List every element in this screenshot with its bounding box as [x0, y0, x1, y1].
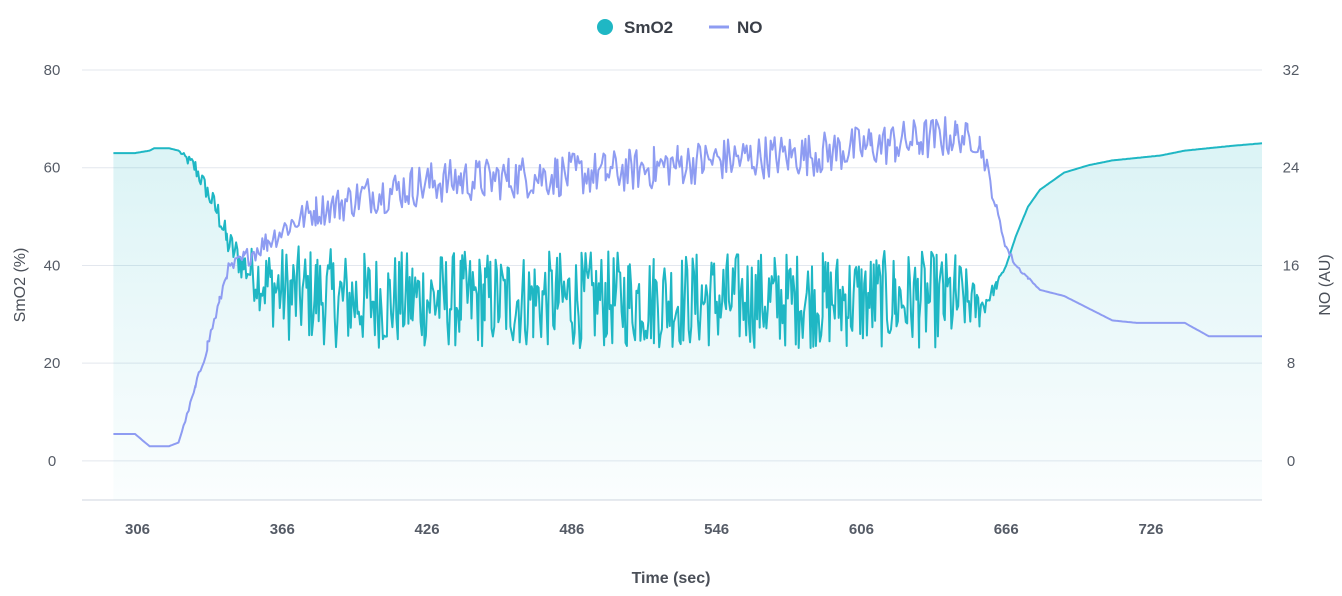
right-y-tick-label: 8: [1287, 355, 1295, 372]
legend-smo2-marker: [597, 19, 613, 35]
x-tick-label: 726: [1138, 521, 1163, 538]
left-y-tick-label: 60: [44, 160, 61, 177]
x-tick-label: 426: [415, 521, 440, 538]
right-y-tick-label: 24: [1283, 160, 1300, 177]
right-y-axis-ticks: 32 24 16 8 0: [1283, 62, 1300, 470]
series-lines: [113, 116, 1263, 448]
left-y-tick-label: 0: [48, 453, 56, 470]
x-tick-label: 486: [559, 521, 584, 538]
x-tick-label: 546: [704, 521, 729, 538]
left-y-tick-label: 40: [44, 257, 61, 274]
x-tick-label: 306: [125, 521, 150, 538]
x-tick-label: 606: [849, 521, 874, 538]
legend[interactable]: SmO2 NO: [597, 18, 763, 37]
left-y-tick-label: 80: [44, 62, 61, 79]
x-tick-label: 666: [994, 521, 1019, 538]
x-tick-label: 366: [270, 521, 295, 538]
x-axis-title: Time (sec): [632, 570, 711, 587]
right-y-tick-label: 0: [1287, 453, 1295, 470]
series-line-smo2: [113, 142, 1263, 350]
right-y-axis-title: NO (AU): [1317, 254, 1334, 315]
left-y-tick-label: 20: [44, 355, 61, 372]
right-y-tick-label: 32: [1283, 62, 1300, 79]
series-line-no: [113, 116, 1263, 448]
legend-smo2-label[interactable]: SmO2: [624, 18, 673, 37]
left-y-axis-ticks: 80 60 40 20 0: [44, 62, 61, 470]
left-y-axis-title: SmO2 (%): [12, 248, 29, 323]
x-axis-ticks: 306 366 426 486 546 606 666 726: [125, 521, 1164, 538]
legend-no-label[interactable]: NO: [737, 18, 763, 37]
right-y-tick-label: 16: [1283, 257, 1300, 274]
